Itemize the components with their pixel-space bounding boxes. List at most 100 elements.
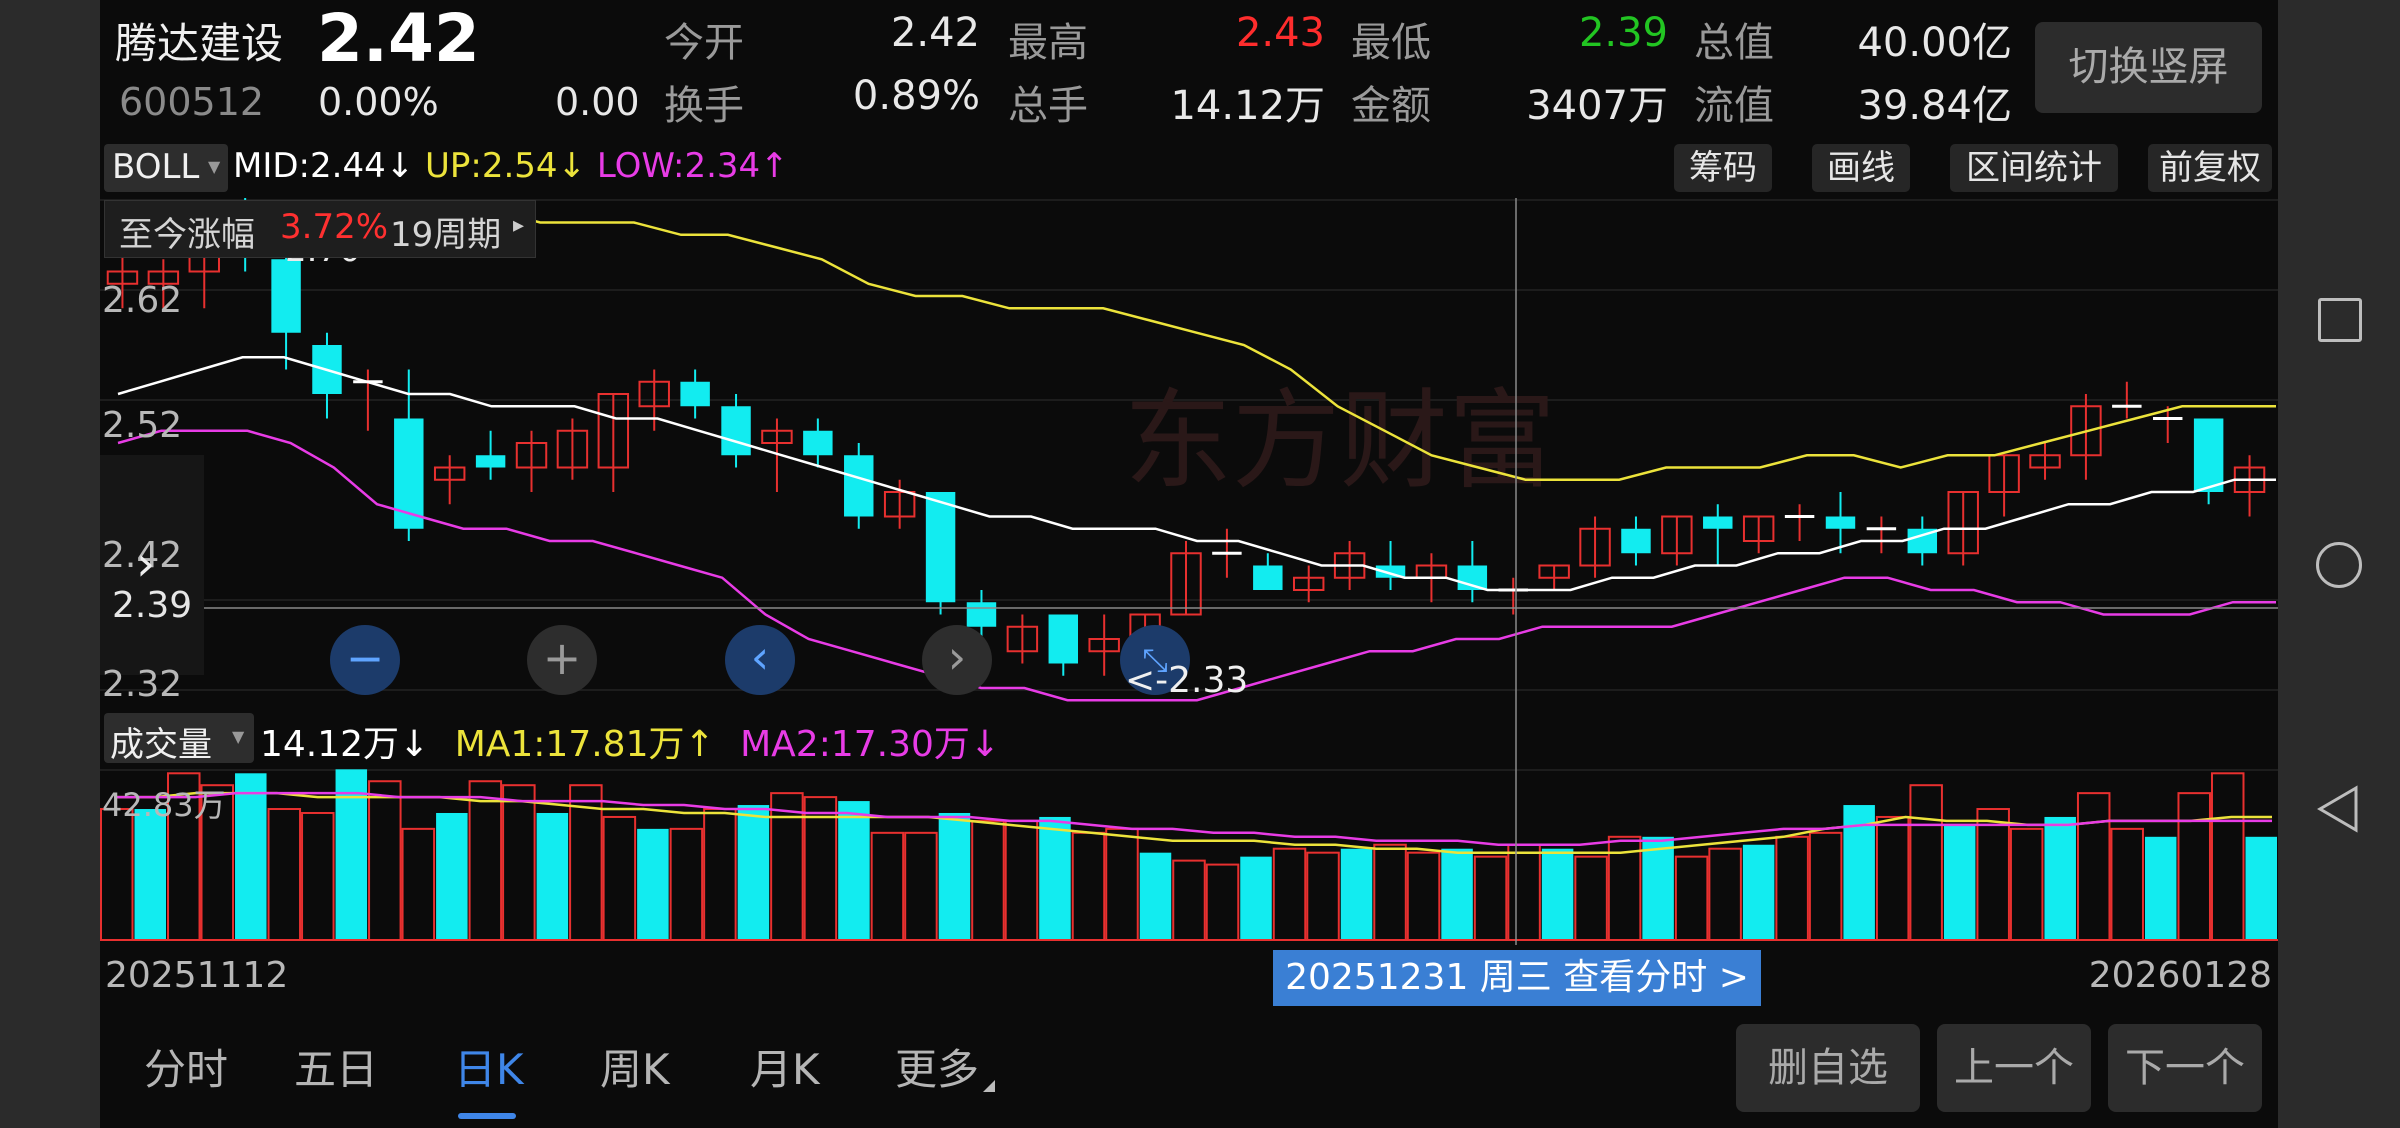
candle-body [475, 455, 506, 468]
indicator-name: BOLL [112, 147, 200, 187]
volume-bar [1507, 843, 1541, 942]
volume-bar [870, 831, 905, 942]
range-stat-period: 19周期 [390, 215, 502, 255]
volume-bar [2076, 792, 2111, 941]
volume-selector[interactable]: 成交量 ▼ [104, 713, 254, 765]
vol-ma2-value: MA2:17.30万 [740, 724, 970, 765]
quote-field-value: 2.42 [890, 10, 980, 56]
candle-body [106, 270, 139, 285]
boll-low-arrow: ↑ [760, 146, 789, 186]
stock-name: 腾达建设 [115, 19, 284, 68]
volume-value: 14.12万 [260, 724, 400, 765]
volume-bar [401, 827, 436, 942]
expand-left-icon[interactable]: › [136, 536, 156, 592]
volume-bar [1875, 815, 1910, 941]
quote-field-label: 流值 [1694, 83, 1774, 129]
quote-field-label: 最高 [1008, 20, 1088, 66]
volume-bar [1105, 827, 1139, 942]
remove-favorite-button[interactable]: 删自选 [1736, 1024, 1920, 1112]
zoom-in-button[interactable]: + [527, 625, 597, 695]
indicator-selector[interactable]: BOLL ▼ [104, 144, 228, 192]
volume-bar [536, 812, 569, 940]
boll-up-arrow: ↓ [557, 146, 587, 186]
price-axis-label: 2.42 [102, 535, 183, 576]
candle-body [1661, 515, 1693, 555]
quote-field-label: 总手 [1008, 83, 1088, 129]
candle-body [966, 602, 997, 627]
range-stat-label: 至今涨幅 [119, 215, 255, 255]
stock-chart-screen: 腾达建设 2.42 600512 0.00% 0.00 今开 2.42 最高 2.43… [100, 0, 2278, 1128]
volume-bar [1039, 816, 1071, 940]
boll-up-value: UP:2.54 [425, 146, 558, 186]
chips-button[interactable]: 筹码 [1674, 144, 1772, 192]
active-tab-indicator [458, 1113, 516, 1119]
volume-bar [267, 808, 302, 941]
vol-ma1-arrow: ↑ [684, 724, 715, 765]
pan-left-button[interactable]: ‹ [725, 625, 795, 695]
tab-five-day[interactable]: 五日 [294, 1045, 379, 1094]
more-corner-icon [983, 1080, 995, 1092]
candle-body [844, 455, 874, 517]
pan-right-button[interactable]: › [922, 625, 992, 695]
candle-body [1048, 614, 1079, 664]
kline-chart[interactable]: 东方财富 [100, 0, 2278, 1128]
volume-bar [904, 831, 938, 942]
candle-body [883, 491, 916, 518]
volume-bar [100, 808, 134, 941]
price-axis-label: 2.62 [102, 280, 183, 321]
volume-bar [1306, 851, 1340, 942]
quote-field-value: 0.89% [852, 73, 980, 119]
range-stat-box[interactable]: 至今涨幅 3.72% 19周期 ▸ [104, 200, 536, 258]
quote-field-value: 14.12万 [1170, 83, 1325, 129]
switch-portrait-button[interactable]: 切换竖屏 [2035, 22, 2262, 113]
boll-low-value: LOW:2.34 [596, 146, 761, 186]
candle-body [556, 429, 589, 469]
candle-body [1170, 552, 1202, 616]
candle-body [271, 259, 301, 333]
current-price: 2.42 [317, 0, 480, 77]
volume-bar [2044, 816, 2076, 940]
tab-monthly-k[interactable]: 月K [750, 1045, 820, 1094]
volume-bar [838, 801, 870, 940]
tab-daily-k[interactable]: 日K [454, 1045, 524, 1094]
volume-bar [1909, 784, 1943, 941]
start-date: 20251112 [105, 955, 289, 996]
low-price-marker: <-2.33 [1125, 660, 1249, 701]
volume-bar [1742, 844, 1775, 940]
tab-more[interactable]: 更多 [895, 1045, 980, 1094]
volume-bar [703, 808, 737, 941]
volume-bar [1541, 848, 1574, 940]
crosshair-date-tooltip[interactable]: 20251231 周三 查看分时 > [1273, 950, 1761, 1006]
candle-body [1947, 491, 1979, 555]
dropdown-caret-icon: ▼ [232, 727, 245, 746]
volume-bar [1139, 852, 1172, 940]
volume-bar [1373, 843, 1407, 942]
volume-arrow: ↓ [399, 724, 430, 765]
chevron-right-icon: ▸ [513, 213, 525, 238]
back-triangle-icon[interactable] [2314, 784, 2364, 834]
zoom-out-button[interactable]: − [330, 625, 400, 695]
draw-line-button[interactable]: 画线 [1812, 144, 1910, 192]
tab-intraday[interactable]: 分时 [144, 1045, 229, 1094]
volume-bar [235, 773, 267, 940]
volume-bar [669, 827, 704, 942]
forward-adjust-button[interactable]: 前复权 [2148, 144, 2272, 192]
candle-body [1253, 565, 1283, 590]
previous-stock-button[interactable]: 上一个 [1937, 1024, 2091, 1112]
range-stats-button[interactable]: 区间统计 [1950, 144, 2118, 192]
quote-field-value: 2.39 [1578, 10, 1668, 56]
volume-bar [1340, 848, 1373, 940]
volume-bar [1775, 835, 1809, 942]
crosshair-price-label: 2.39 [112, 585, 193, 626]
volume-bar [1441, 848, 1473, 940]
volume-bar [1574, 855, 1608, 942]
change-percent: 0.00% [318, 80, 439, 124]
next-stock-button[interactable]: 下一个 [2108, 1024, 2262, 1112]
volume-bar [2245, 836, 2277, 940]
tab-weekly-k[interactable]: 周K [600, 1045, 670, 1094]
home-circle-icon[interactable] [2316, 542, 2362, 588]
candle-body [1292, 576, 1325, 591]
recents-square-icon[interactable] [2318, 298, 2362, 342]
reset-zoom-button[interactable]: ⤡ [1120, 625, 1190, 695]
